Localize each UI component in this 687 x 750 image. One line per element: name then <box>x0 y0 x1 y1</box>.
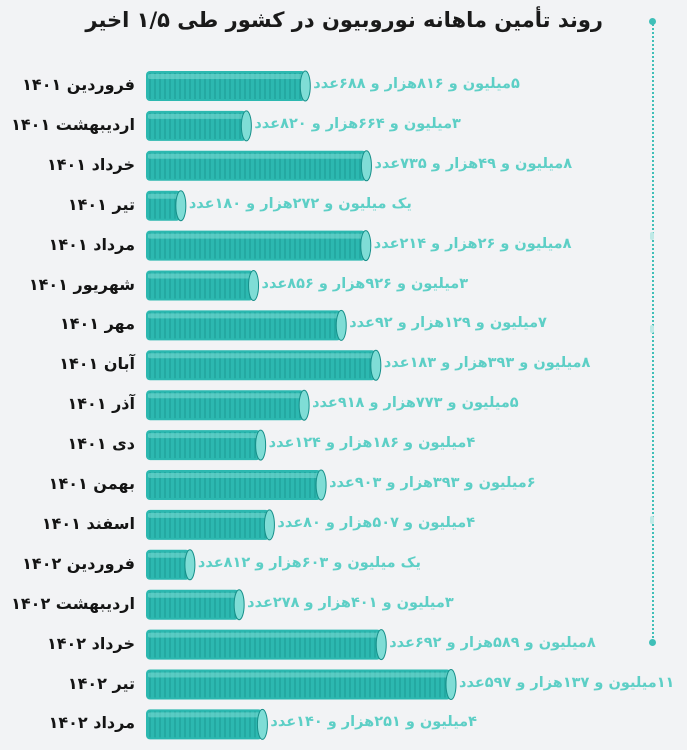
value-label: یک میلیون و ۲۷۲هزار و ۱۸۰عدد <box>188 195 412 212</box>
value-label: ۴میلیون و ۲۵۱هزار و ۱۴۰عدد <box>270 714 477 731</box>
value-label: ۳میلیون و ۴۰۱هزار و ۲۷۸عدد <box>247 594 454 611</box>
category-label: آذر ۱۴۰۱ <box>67 394 135 414</box>
decorative-dot-top <box>649 18 656 25</box>
category-label: دی ۱۴۰۱ <box>67 434 135 454</box>
bar <box>146 509 275 541</box>
value-label: ۳میلیون و ۶۶۴هزار و ۸۲۰عدد <box>254 115 461 132</box>
category-label: خرداد ۱۴۰۲ <box>46 633 135 653</box>
category-label: مرداد ۱۴۰۲ <box>48 713 135 733</box>
value-label: ۴میلیون و ۵۰۷هزار و ۸۰عدد <box>277 514 476 531</box>
category-label: تیر ۱۴۰۱ <box>67 194 135 214</box>
decorative-tick <box>650 232 654 240</box>
bar <box>146 309 347 341</box>
category-label: شهریور ۱۴۰۱ <box>28 274 135 294</box>
value-label: ۵میلیون و ۸۱۶هزار و ۶۸۸عدد <box>313 76 520 92</box>
value-label: یک میلیون و ۶۰۳هزار و ۸۱۲عدد <box>197 554 421 571</box>
bar <box>146 549 196 581</box>
bar <box>146 429 267 461</box>
category-label: فروردین ۱۴۰۱ <box>22 75 135 94</box>
bar <box>146 70 311 102</box>
bar <box>146 190 187 222</box>
value-label: ۸میلیون و ۳۹۳هزار و ۱۸۳عدد <box>383 355 591 372</box>
decorative-tick <box>650 325 654 333</box>
bar <box>146 469 327 501</box>
category-label: اردیبهشت ۱۴۰۲ <box>11 593 135 613</box>
bar <box>146 589 245 621</box>
category-label: اسفند ۱۴۰۱ <box>41 513 135 533</box>
value-label: ۸میلیون و ۴۹هزار و ۷۳۵عدد <box>374 155 573 172</box>
value-label: ۵میلیون و ۷۷۳هزار و ۹۱۸عدد <box>312 395 519 412</box>
category-label: مهر ۱۴۰۱ <box>59 314 135 334</box>
category-label: تیر ۱۴۰۲ <box>67 673 135 693</box>
bar <box>146 230 372 262</box>
category-label: مرداد ۱۴۰۱ <box>48 234 135 254</box>
bar <box>146 270 260 301</box>
value-label: ۷میلیون و ۱۲۹هزار و ۹۲عدد <box>349 315 547 332</box>
value-label: ۴میلیون و ۱۸۶هزار و ۱۲۴عدد <box>268 435 476 452</box>
value-label: ۸میلیون و ۵۸۹هزار و ۶۹۲عدد <box>389 634 596 651</box>
value-label: ۶میلیون و ۳۹۳هزار و ۹۰۳عدد <box>329 475 536 491</box>
bar <box>146 389 310 421</box>
value-label: ۱۱میلیون و ۱۳۷هزار و ۵۹۷عدد <box>459 674 675 691</box>
decorative-dotted-line <box>652 24 654 642</box>
category-label: آبان ۱۴۰۱ <box>59 354 135 374</box>
bar <box>146 150 372 182</box>
chart-title: روند تأمین ماهانه نوروبیون در کشور طی ۱/… <box>85 8 603 32</box>
category-label: فروردین ۱۴۰۲ <box>22 553 135 573</box>
bar <box>146 349 382 381</box>
category-label: خرداد ۱۴۰۱ <box>46 154 135 174</box>
decorative-dot-bottom <box>649 639 656 646</box>
category-label: بهمن ۱۴۰۱ <box>48 474 135 493</box>
bar <box>146 669 457 700</box>
bar <box>146 708 268 740</box>
value-label: ۳میلیون و ۹۲۶هزار و ۸۵۶عدد <box>261 275 469 292</box>
bar <box>146 110 252 142</box>
value-label: ۸میلیون و ۲۶هزار و ۲۱۴عدد <box>373 235 572 252</box>
decorative-tick <box>650 516 654 524</box>
bar <box>146 629 387 661</box>
category-label: اردیبهشت ۱۴۰۱ <box>11 114 135 134</box>
